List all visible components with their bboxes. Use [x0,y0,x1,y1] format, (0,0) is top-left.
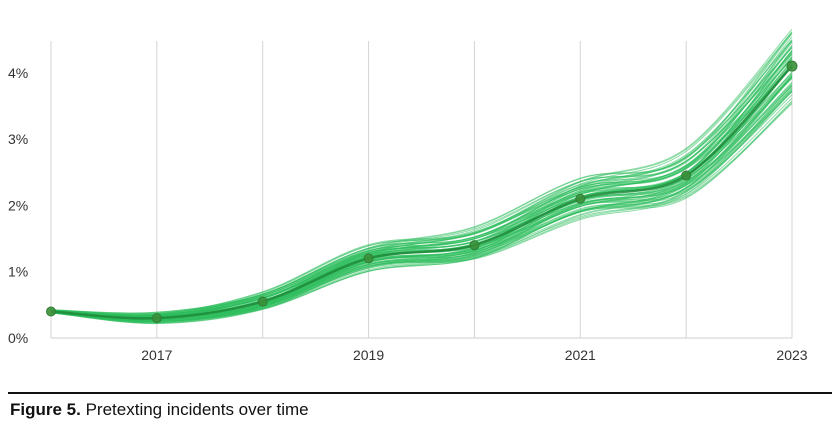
data-point-2018 [257,296,268,307]
band-line [50,77,793,323]
x-tick-label: 2023 [776,347,807,363]
band-line [50,83,793,320]
band-line [50,88,793,324]
band-line [50,47,793,316]
band-line [50,81,793,323]
band-line [50,97,793,322]
data-point-2022 [681,170,692,181]
y-tick-label: 1% [8,264,28,280]
band-line [50,31,793,316]
x-axis-ticks: 2017 2019 2021 2023 [141,347,808,363]
x-tick-label: 2019 [353,347,384,363]
data-point-2020 [469,240,480,251]
data-point-2019 [363,253,374,264]
band-line [50,59,793,319]
band-line [50,94,793,321]
figure-caption: Figure 5. Pretexting incidents over time [10,399,309,421]
y-tick-label: 4% [8,65,28,81]
band-line [50,90,793,325]
uncertainty-band [50,28,793,325]
band-line [50,85,793,324]
data-point-2017 [151,313,162,324]
chart-gridlines [50,41,793,339]
caption-text: Pretexting incidents over time [85,400,309,419]
band-line [50,62,793,318]
figure-label: Figure 5. [10,400,81,419]
y-tick-label: 2% [8,197,28,213]
y-tick-label: 0% [8,330,28,346]
band-line [50,72,793,319]
band-line [50,89,793,321]
band-line [50,100,793,322]
band-line [50,85,793,321]
chart: 0% 1% 2% 3% 4% 2017 2019 2021 2023 [8,28,808,363]
band-line [50,32,793,316]
band-line [50,84,793,320]
caption-rule [8,392,832,394]
band-line [50,40,793,315]
band-line [50,102,793,322]
data-point-2016 [46,306,56,317]
band-line [50,91,793,321]
data-point-2021 [575,193,586,204]
y-axis-ticks: 0% 1% 2% 3% 4% [8,65,28,346]
x-tick-label: 2017 [141,347,172,363]
x-tick-label: 2021 [565,347,596,363]
band-line [50,90,793,321]
band-line [50,103,793,322]
band-line [50,33,793,314]
data-point-2023 [786,60,798,72]
y-tick-label: 3% [8,131,28,147]
band-line [50,31,793,314]
band-line [50,91,793,321]
band-line [50,87,793,320]
data-points [46,60,798,324]
band-line [50,84,793,324]
